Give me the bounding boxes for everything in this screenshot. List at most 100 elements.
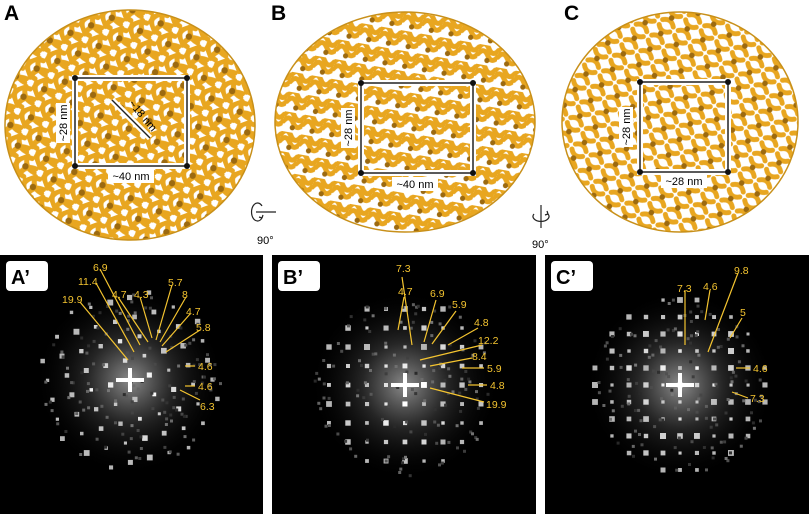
fft-noise	[708, 312, 712, 316]
fft-noise	[106, 305, 110, 308]
fft-noise	[605, 341, 609, 345]
fft-spot	[142, 353, 147, 358]
fft-noise	[697, 353, 701, 357]
fft-b-label-5: 4.8	[474, 317, 489, 329]
fft-c-label-1: 9.8	[734, 265, 749, 277]
fft-spot	[107, 299, 114, 306]
fft-noise	[444, 403, 448, 407]
fft-noise	[714, 382, 718, 386]
fft-noise	[87, 344, 91, 348]
fft-b-label-10: 19.9	[486, 399, 507, 411]
fft-spot	[677, 314, 683, 320]
fft-noise	[79, 453, 83, 456]
fft-spot	[729, 315, 733, 319]
fft-noise	[327, 396, 331, 400]
fft-noise	[667, 375, 671, 379]
fft-noise	[212, 377, 216, 381]
fft-noise	[455, 424, 459, 428]
fft-noise	[446, 392, 450, 395]
fft-b-label-7: 8.4	[472, 351, 487, 363]
fft-noise	[744, 379, 748, 383]
fft-spot	[478, 401, 484, 407]
fft-noise	[198, 363, 202, 367]
fft-noise	[742, 399, 746, 403]
fft-c-label-4: 5	[740, 307, 746, 319]
fft-noise	[86, 382, 90, 386]
fft-spot	[729, 383, 733, 387]
fft-noise	[670, 393, 674, 396]
fft-spot	[711, 365, 717, 371]
fft-noise	[70, 381, 74, 385]
fft-noise	[483, 341, 487, 345]
fft-noise	[619, 365, 623, 369]
fft-noise	[315, 371, 319, 375]
fft-spot	[146, 372, 152, 378]
fft-noise	[677, 436, 681, 440]
fft-noise	[705, 468, 708, 472]
fft-spot	[383, 420, 389, 426]
fft-noise	[396, 386, 400, 389]
fft-spot	[161, 347, 167, 354]
fft-spot	[460, 421, 464, 425]
fft-spot	[460, 402, 464, 406]
fft-spot	[695, 400, 699, 404]
fft-noise	[638, 392, 642, 396]
fft-noise	[129, 437, 133, 441]
fft-spot	[109, 465, 114, 470]
fft-noise	[144, 306, 148, 310]
fft-noise	[336, 342, 340, 345]
fft-noise	[332, 364, 336, 368]
fft-noise	[356, 394, 360, 398]
fft-spot	[151, 309, 157, 315]
fft-noise	[704, 404, 708, 408]
fft-spot	[592, 365, 598, 371]
fft-spot	[660, 348, 666, 354]
fft-noise	[180, 412, 184, 416]
fft-noise	[420, 378, 424, 381]
fft-spot	[364, 306, 370, 312]
fft-noise	[105, 415, 109, 419]
fft-a-label-4: 4.3	[134, 289, 149, 301]
fft-noise	[126, 351, 129, 355]
fft-spot	[45, 378, 50, 382]
fft-noise	[122, 393, 126, 397]
fft-noise	[168, 450, 172, 454]
fft-b-label-3: 6.9	[430, 288, 445, 300]
fft-spot	[440, 344, 446, 350]
fft-noise	[182, 414, 186, 418]
fft-spot	[94, 407, 99, 412]
fft-noise	[130, 300, 134, 304]
fft-spot	[421, 306, 427, 312]
fft-noise	[476, 406, 480, 410]
fft-spot	[113, 402, 118, 406]
fft-noise	[675, 468, 679, 472]
fft-noise	[433, 407, 437, 411]
fft-spot	[171, 386, 177, 392]
fft-noise	[398, 471, 402, 474]
fft-noise	[464, 387, 468, 391]
fft-spot	[384, 345, 388, 349]
fft-noise	[414, 371, 418, 375]
panel-b-density	[274, 11, 536, 233]
frame-corner-dots	[72, 75, 190, 169]
fft-spot	[440, 363, 446, 369]
fft-noise	[400, 372, 404, 376]
fft-spot	[694, 433, 700, 439]
fft-spot	[762, 382, 768, 388]
svg-text:B’: B’	[283, 267, 303, 289]
fft-noise	[602, 404, 606, 407]
fft-noise	[459, 409, 463, 413]
fft-spot	[384, 383, 388, 387]
fft-spot	[626, 314, 632, 320]
fft-noise	[369, 369, 372, 372]
fft-spot	[157, 412, 161, 416]
fft-noise	[651, 353, 655, 357]
fft-noise	[695, 410, 699, 414]
fft-noise	[194, 391, 198, 395]
fft-noise	[170, 345, 174, 349]
fft-noise	[730, 380, 734, 384]
fft-noise	[86, 389, 89, 393]
fft-noise	[192, 363, 196, 367]
fft-spot	[712, 451, 716, 455]
